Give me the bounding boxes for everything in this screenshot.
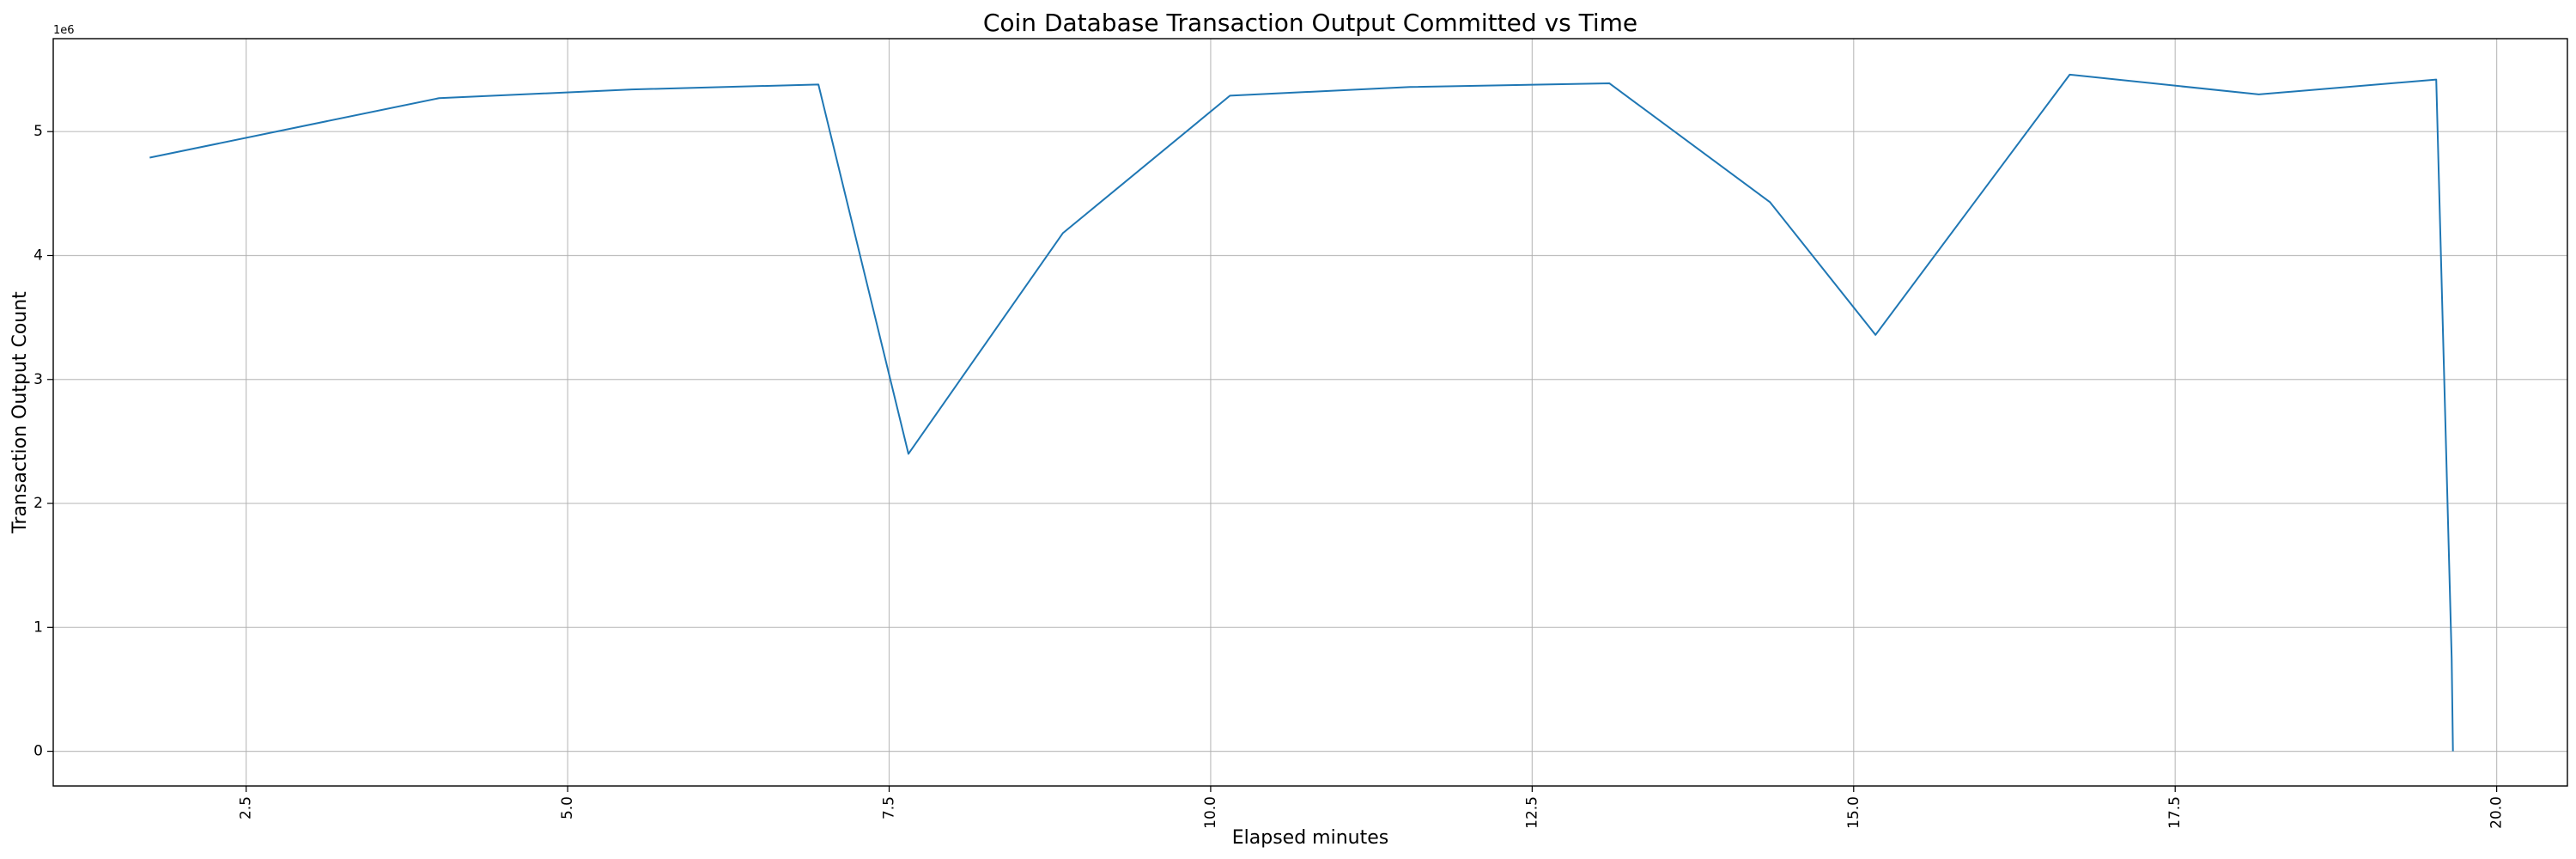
y-tick-label: 3 [33,371,43,388]
x-tick-label: 5.0 [559,796,576,819]
grid-layer [53,39,2567,786]
series-line [149,73,2454,752]
y-tick-label: 0 [33,743,43,760]
y-axis-offset-label: 1e6 [53,24,75,37]
y-tick-label: 4 [33,247,43,264]
x-tick-label: 15.0 [1845,796,1862,829]
tick-layer: 2.5 5.0 7.5 10.0 12.5 15.0 17.5 20.0 0 1 2 3 4 5 [33,123,2505,829]
series-layer [149,73,2454,752]
x-tick-label: 17.5 [2166,796,2184,829]
y-tick-label: 1 [33,618,43,636]
plot-area-frame [52,38,2568,787]
x-tick-label: 20.0 [2488,796,2506,829]
y-tick-label: 5 [33,123,43,140]
x-tick-label: 12.5 [1523,796,1540,829]
chart-title: Coin Database Transaction Output Committ… [983,9,1637,37]
y-axis-label: Transaction Output Count [9,291,31,534]
x-tick-label: 2.5 [238,796,255,819]
x-tick-label: 10.0 [1202,796,1219,829]
x-tick-label: 7.5 [881,796,898,819]
x-axis-label: Elapsed minutes [1232,827,1388,849]
y-tick-label: 2 [33,495,43,512]
